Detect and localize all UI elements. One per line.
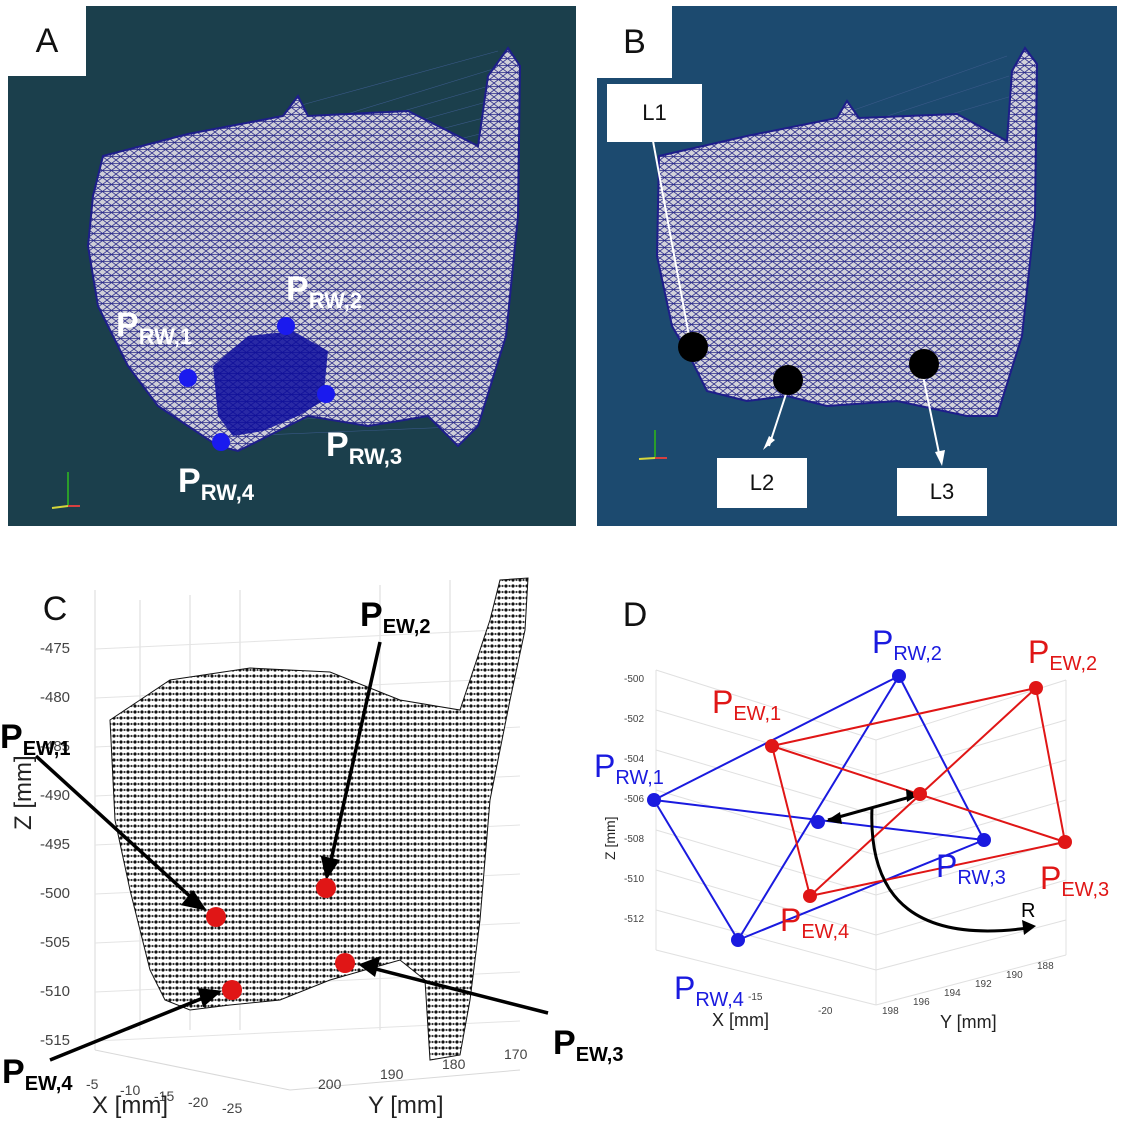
d-z-tick: -502 — [624, 714, 645, 725]
d-label-pew3: PEW,3 — [1040, 860, 1110, 901]
label-prw1: PRW,1 — [116, 306, 193, 349]
c-z-tick: -515 — [40, 1032, 71, 1049]
c-y-tick: 170 — [504, 1046, 528, 1062]
panel-b-mesh — [638, 46, 1039, 466]
landmark-l3: L3 — [897, 468, 987, 516]
d-xlabel: X [mm] — [712, 1010, 769, 1030]
d-label-pew4: PEW,4 — [780, 902, 850, 943]
c-y-tick: 180 — [442, 1056, 466, 1072]
d-z-tick: -506 — [624, 794, 645, 805]
panel-a: A PRW,1 PRW,2 PRW,3 PRW,4 — [8, 6, 576, 526]
d-label-prw2: PRW,2 — [872, 624, 942, 665]
panel-a-mesh — [51, 46, 522, 509]
d-label-pew1: PEW,1 — [712, 684, 782, 725]
label-pew2: PEW,2 — [360, 596, 431, 638]
c-z-tick: -495 — [40, 836, 71, 853]
c-gridline — [94, 628, 521, 650]
axis-triad-icon — [638, 430, 667, 460]
rotation-label: R — [1021, 900, 1036, 922]
c-z-tick: -510 — [40, 983, 71, 1000]
d-label-prw1: PRW,1 — [594, 748, 664, 789]
d-x-tick: -15 — [748, 992, 763, 1003]
d-ylabel: Y [mm] — [940, 1012, 997, 1032]
panel-a-letter: A — [8, 6, 86, 76]
d-y-tick: 188 — [1037, 961, 1054, 972]
panel-c-plot — [34, 577, 549, 1091]
c-x-tick: -15 — [154, 1088, 175, 1104]
label-pew1: PEW,1 — [0, 718, 71, 760]
label-prw2: PRW,2 — [286, 270, 363, 313]
c-z-tick: -485 — [40, 738, 71, 755]
d-z-tick: -510 — [624, 874, 645, 885]
panel-b-letter: B — [597, 6, 672, 78]
d-y-tick: 190 — [1006, 970, 1023, 981]
d-y-tick: 192 — [975, 979, 992, 990]
label-pew3: PEW,3 — [553, 1024, 624, 1066]
d-zlabel: Z [mm] — [602, 816, 618, 860]
c-xlabel: X [mm] — [92, 1092, 168, 1119]
panel-d: D -500 -502 -504 -506 -508 -510 -512 198 196 194… — [576, 560, 1125, 1060]
c-zlabel: Z [mm] — [10, 755, 37, 830]
d-label-pew2: PEW,2 — [1028, 634, 1098, 675]
label-pew4: PEW,4 — [2, 1053, 73, 1095]
c-x-tick: -5 — [86, 1076, 99, 1092]
d-z-tick: -504 — [624, 754, 645, 765]
landmark-l2: L2 — [717, 458, 807, 508]
panel-c: C -475 -480 -485 -490 -495 -500 -505 -510 -515 -… — [0, 560, 623, 1137]
c-x-tick: -20 — [188, 1094, 209, 1110]
d-label-prw3: PRW,3 — [936, 848, 1006, 889]
c-z-tick: -475 — [40, 640, 71, 657]
c-z-tick: -505 — [40, 934, 71, 951]
c-z-tick: -480 — [40, 689, 71, 706]
d-z-tick: -500 — [624, 674, 645, 685]
c-ylabel: Y [mm] — [368, 1092, 444, 1119]
panel-d-letter: D — [622, 595, 648, 634]
panel-b: B L1 L2 L3 — [597, 6, 1117, 526]
label-prw4: PRW,4 — [178, 462, 255, 505]
d-label-prw4: PRW,4 — [674, 970, 744, 1011]
c-x-tick: -10 — [120, 1082, 141, 1098]
label-prw3: PRW,3 — [326, 426, 403, 469]
c-x-tick: -25 — [222, 1100, 243, 1116]
c-y-tick: 190 — [380, 1066, 404, 1082]
landmark-l1: L1 — [607, 84, 702, 142]
d-y-tick: 196 — [913, 997, 930, 1008]
panel-c-letter: C — [42, 589, 68, 628]
panel-d-plot — [647, 669, 1072, 1006]
d-z-tick: -512 — [624, 914, 645, 925]
c-z-tick: -490 — [40, 787, 71, 804]
c-y-tick: 200 — [318, 1076, 342, 1092]
c-z-tick: -500 — [40, 885, 71, 902]
d-y-tick: 194 — [944, 988, 961, 999]
axis-triad-icon — [51, 472, 80, 509]
d-z-tick: -508 — [624, 834, 645, 845]
d-x-tick: -20 — [818, 1006, 833, 1017]
d-y-tick: 198 — [882, 1006, 899, 1017]
